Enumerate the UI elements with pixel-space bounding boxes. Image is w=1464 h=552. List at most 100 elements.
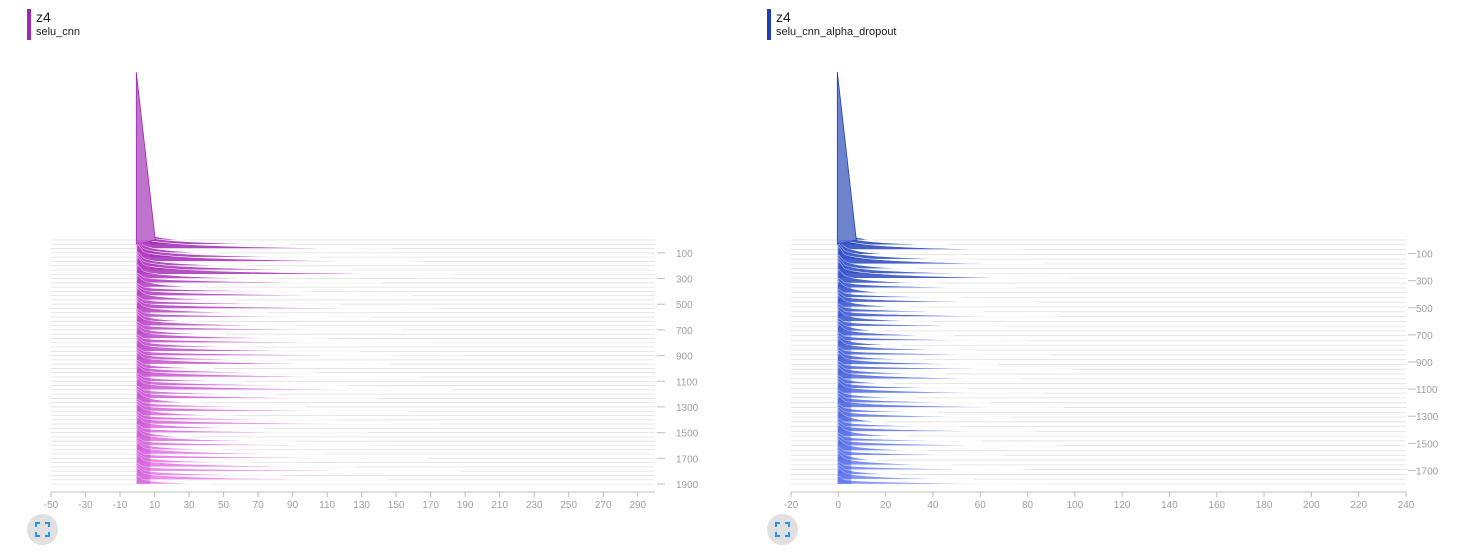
expand-button[interactable] <box>27 514 58 545</box>
x-tick-label: 220 <box>1350 500 1367 511</box>
histogram-card-selu-cnn: z4 selu_cnn -50 -30 -10 10 30 50 70 90 110 130 150… <box>0 0 730 552</box>
ridge-area <box>135 413 441 425</box>
ridge-area <box>135 338 360 352</box>
expand-button[interactable] <box>767 514 798 545</box>
ridge-area <box>836 449 878 461</box>
x-tick-label: 20 <box>880 500 892 511</box>
ridge-area <box>836 432 983 442</box>
ridge-area <box>836 394 1065 408</box>
ridge-area <box>135 387 379 399</box>
ridge-area <box>836 423 908 437</box>
ridge-area <box>135 255 455 275</box>
ridge-area <box>135 372 245 382</box>
step-tick-label: 100 <box>1416 250 1433 261</box>
ridge-area <box>135 336 257 348</box>
ridge-area <box>135 347 463 356</box>
x-tick-label: -30 <box>78 500 93 511</box>
ridge-area <box>135 475 212 485</box>
ridge-area <box>135 424 368 433</box>
ridge-area <box>836 294 910 308</box>
ridge-area <box>135 300 268 314</box>
ridge-area <box>135 323 226 335</box>
x-tick-label: 160 <box>1208 500 1225 511</box>
ridge-area <box>836 351 999 365</box>
ridge-area <box>836 420 1035 432</box>
zero-spine <box>837 240 852 484</box>
ridge-area <box>836 437 931 451</box>
step-tick-label: 900 <box>676 352 693 363</box>
ridge-area <box>836 366 1021 380</box>
x-tick-label: 130 <box>353 500 370 511</box>
ridge-area <box>135 287 237 301</box>
run-name: selu_cnn <box>36 26 81 38</box>
ridge-area <box>836 303 985 313</box>
step-tick-label: 1100 <box>676 377 698 388</box>
ridge-area <box>836 380 1043 394</box>
ridge-area <box>135 242 424 262</box>
x-tick-label: 240 <box>1398 500 1415 511</box>
ridge-area <box>135 390 204 403</box>
ridge-area <box>836 409 886 423</box>
step-tick-label: 1300 <box>676 403 699 414</box>
ridge-area <box>135 400 410 412</box>
ridge-area <box>836 291 1037 303</box>
x-tick-label: 60 <box>975 500 987 511</box>
x-tick-label: 120 <box>1114 500 1131 511</box>
ridge-area <box>836 331 1029 341</box>
zero-spine <box>136 240 151 484</box>
ridge-area <box>135 362 318 374</box>
ridge-area <box>836 239 896 255</box>
ridge-area <box>836 452 953 466</box>
x-tick-label: 270 <box>595 500 612 511</box>
x-tick-label: 0 <box>836 500 842 511</box>
ridge-area <box>836 375 894 384</box>
ridge-area <box>836 305 1059 317</box>
ridge-area <box>135 439 223 451</box>
x-tick-label: -10 <box>113 500 128 511</box>
ridge-area <box>836 308 933 322</box>
step-tick-label: 1700 <box>1416 466 1439 477</box>
step-tick-label: 500 <box>676 300 693 311</box>
x-tick-label: 50 <box>218 500 230 511</box>
ridge-area <box>836 268 941 284</box>
ridge-area <box>836 392 991 403</box>
ridge-area <box>836 418 961 427</box>
ridge-area <box>135 351 390 365</box>
step-tick-label: 1100 <box>1416 385 1438 396</box>
histogram-card-selu-cnn-alpha-dropout: z4 selu_cnn_alpha_dropout -20 0 20 40 60 80 10… <box>740 0 1464 552</box>
ridge-area <box>135 263 279 279</box>
ridge-area <box>135 308 371 318</box>
histogram-ridges <box>791 225 1406 485</box>
ridge-area <box>836 323 955 336</box>
ridge-area <box>135 398 307 408</box>
ridge-area <box>135 374 349 386</box>
ridge-area <box>135 321 402 331</box>
ridge-area <box>135 441 326 455</box>
ridge-area <box>836 360 1073 370</box>
ridge-area <box>135 310 195 322</box>
ridge-area <box>836 245 1045 265</box>
histogram-plot: -20 0 20 40 60 80 100 120 140 160 180 200 220 240 100 3… <box>784 71 1439 511</box>
ridge-area <box>836 475 1049 485</box>
ridge-area <box>135 454 357 468</box>
x-tick-label: 110 <box>319 500 335 511</box>
x-tick-label: 200 <box>1303 500 1320 511</box>
ridge-area <box>135 436 399 446</box>
run-color-tag <box>767 9 771 40</box>
ridge-area <box>135 467 388 481</box>
ridge-area <box>135 238 218 254</box>
x-tick-label: 80 <box>1022 500 1034 511</box>
chart-title: z4 <box>36 9 51 25</box>
ridge-area <box>836 279 888 293</box>
ridge-area <box>135 325 329 339</box>
step-tick-label: 1300 <box>1416 412 1439 423</box>
step-tick-label: 1900 <box>676 480 699 491</box>
x-tick-label: 40 <box>927 500 939 511</box>
ridge-area <box>135 227 290 245</box>
x-tick-label: 100 <box>1067 500 1084 511</box>
x-tick-label: -50 <box>44 500 59 511</box>
ridge-area <box>135 364 421 378</box>
ridge-area <box>135 295 340 305</box>
ridge-area <box>836 406 1013 418</box>
x-tick-label: 10 <box>149 500 161 511</box>
